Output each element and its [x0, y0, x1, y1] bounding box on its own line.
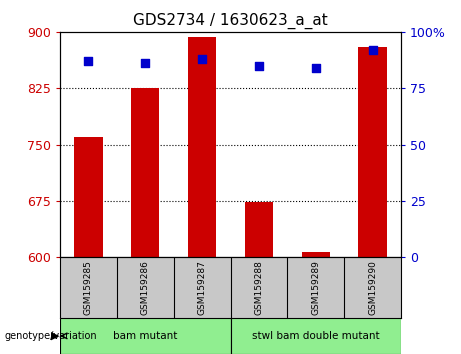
Point [255, 63, 263, 69]
Bar [301, 252, 330, 257]
Point [142, 61, 149, 66]
Text: stwl bam double mutant: stwl bam double mutant [252, 331, 379, 341]
Bar [74, 137, 102, 257]
Text: GSM159288: GSM159288 [254, 260, 263, 315]
Text: genotype/variation: genotype/variation [5, 331, 97, 341]
Point [85, 58, 92, 64]
Text: ▶: ▶ [52, 331, 60, 341]
Bar [60, 318, 230, 354]
Text: GSM159289: GSM159289 [311, 260, 320, 315]
Text: bam mutant: bam mutant [113, 331, 177, 341]
Point [312, 65, 319, 71]
Point [369, 47, 376, 53]
Bar [131, 88, 160, 257]
Bar [188, 37, 216, 257]
Text: GSM159285: GSM159285 [84, 260, 93, 315]
Bar [245, 202, 273, 257]
Bar [230, 318, 401, 354]
Point [198, 56, 206, 62]
Title: GDS2734 / 1630623_a_at: GDS2734 / 1630623_a_at [133, 13, 328, 29]
Text: GSM159287: GSM159287 [198, 260, 207, 315]
Text: GSM159290: GSM159290 [368, 260, 377, 315]
Bar [358, 47, 387, 257]
Text: GSM159286: GSM159286 [141, 260, 150, 315]
